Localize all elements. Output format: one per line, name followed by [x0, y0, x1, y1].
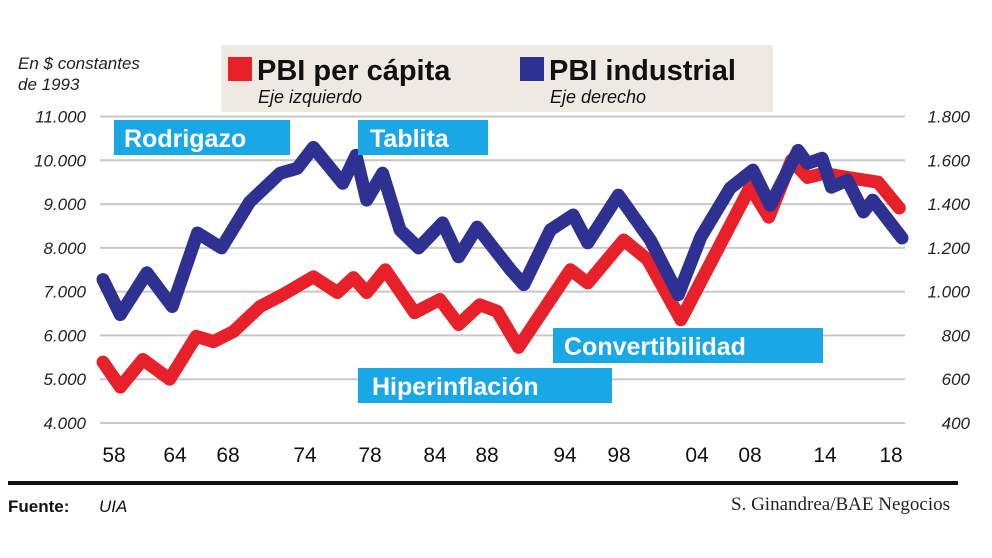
annotation-tablita: Tablita — [370, 125, 450, 153]
series-lines — [96, 140, 909, 394]
legend-sub-pbi-industrial: Eje derecho — [550, 87, 646, 107]
y-left-tick-label: 8.000 — [43, 239, 86, 258]
y-right-tick-label: 1.000 — [927, 283, 970, 302]
x-axis: 58 64 68 74 78 84 88 94 98 04 08 14 18 — [102, 444, 902, 467]
x-tick-label: 94 — [553, 444, 577, 467]
footer-rule — [8, 481, 958, 485]
x-tick-label: 84 — [423, 444, 447, 467]
x-tick-label: 14 — [813, 444, 837, 467]
legend-background — [221, 45, 773, 112]
legend-swatch-pbi-industrial — [520, 57, 544, 81]
x-tick-label: 68 — [216, 444, 239, 467]
y-right-tick-label: 1.400 — [927, 195, 970, 214]
y-axis-right: 1.800 1.600 1.400 1.200 1.000 800 600 400 — [927, 108, 970, 434]
y-left-tick-label: 9.000 — [43, 195, 86, 214]
annotation-rodrigazo: Rodrigazo — [124, 125, 246, 153]
y-left-tick-label: 6.000 — [43, 326, 86, 345]
series-line-pbi-industrial — [96, 140, 909, 322]
x-tick-label: 08 — [738, 444, 761, 467]
legend: PBI per cápita Eje izquierdo PBI industr… — [221, 45, 773, 112]
x-tick-label: 74 — [293, 444, 317, 467]
y-right-tick-label: 800 — [942, 326, 971, 345]
annotation-box-hiperinflacion — [358, 368, 612, 403]
x-tick-label: 88 — [475, 444, 498, 467]
y-left-tick-label: 11.000 — [35, 108, 86, 127]
legend-swatch-pbi-per-capita — [228, 57, 252, 81]
legend-sub-pbi-per-capita: Eje izquierdo — [258, 87, 362, 107]
y-left-tick-label: 4.000 — [43, 414, 86, 433]
unit-note-line1: En $ constantes — [18, 54, 140, 73]
y-right-tick-label: 1.800 — [927, 108, 970, 127]
source-label: Fuente: — [8, 497, 69, 516]
annotation-box-tablita — [358, 120, 488, 155]
x-tick-label: 98 — [607, 444, 630, 467]
legend-label-pbi-per-capita: PBI per cápita — [257, 55, 451, 87]
y-right-tick-label: 1.600 — [927, 151, 970, 170]
credit: S. Ginandrea/BAE Negocios — [731, 494, 950, 515]
y-left-tick-label: 5.000 — [43, 370, 86, 389]
y-right-tick-label: 400 — [942, 414, 971, 433]
y-right-tick-label: 600 — [942, 370, 971, 389]
y-left-tick-label: 10.000 — [34, 151, 87, 170]
annotation-convertibilidad: Convertibilidad — [564, 333, 746, 361]
annotation-box-convertibilidad — [553, 328, 823, 363]
annotation-box-rodrigazo — [114, 120, 290, 155]
source-value: UIA — [99, 497, 127, 516]
y-left-tick-label: 7.000 — [43, 283, 86, 302]
x-tick-label: 78 — [358, 444, 381, 467]
x-tick-label: 04 — [685, 444, 709, 467]
legend-label-pbi-industrial: PBI industrial — [549, 55, 736, 87]
x-tick-label: 58 — [102, 444, 125, 467]
y-right-tick-label: 1.200 — [927, 239, 970, 258]
x-tick-label: 64 — [163, 444, 187, 467]
annotations: Rodrigazo Tablita Convertibilidad Hiperi… — [114, 120, 823, 403]
y-axis-left: 11.000 10.000 9.000 8.000 7.000 6.000 5.000 4.0… — [34, 108, 87, 434]
annotation-hiperinflacion: Hiperinflación — [372, 373, 539, 401]
unit-note-line2: de 1993 — [18, 75, 80, 94]
x-tick-label: 18 — [879, 444, 902, 467]
